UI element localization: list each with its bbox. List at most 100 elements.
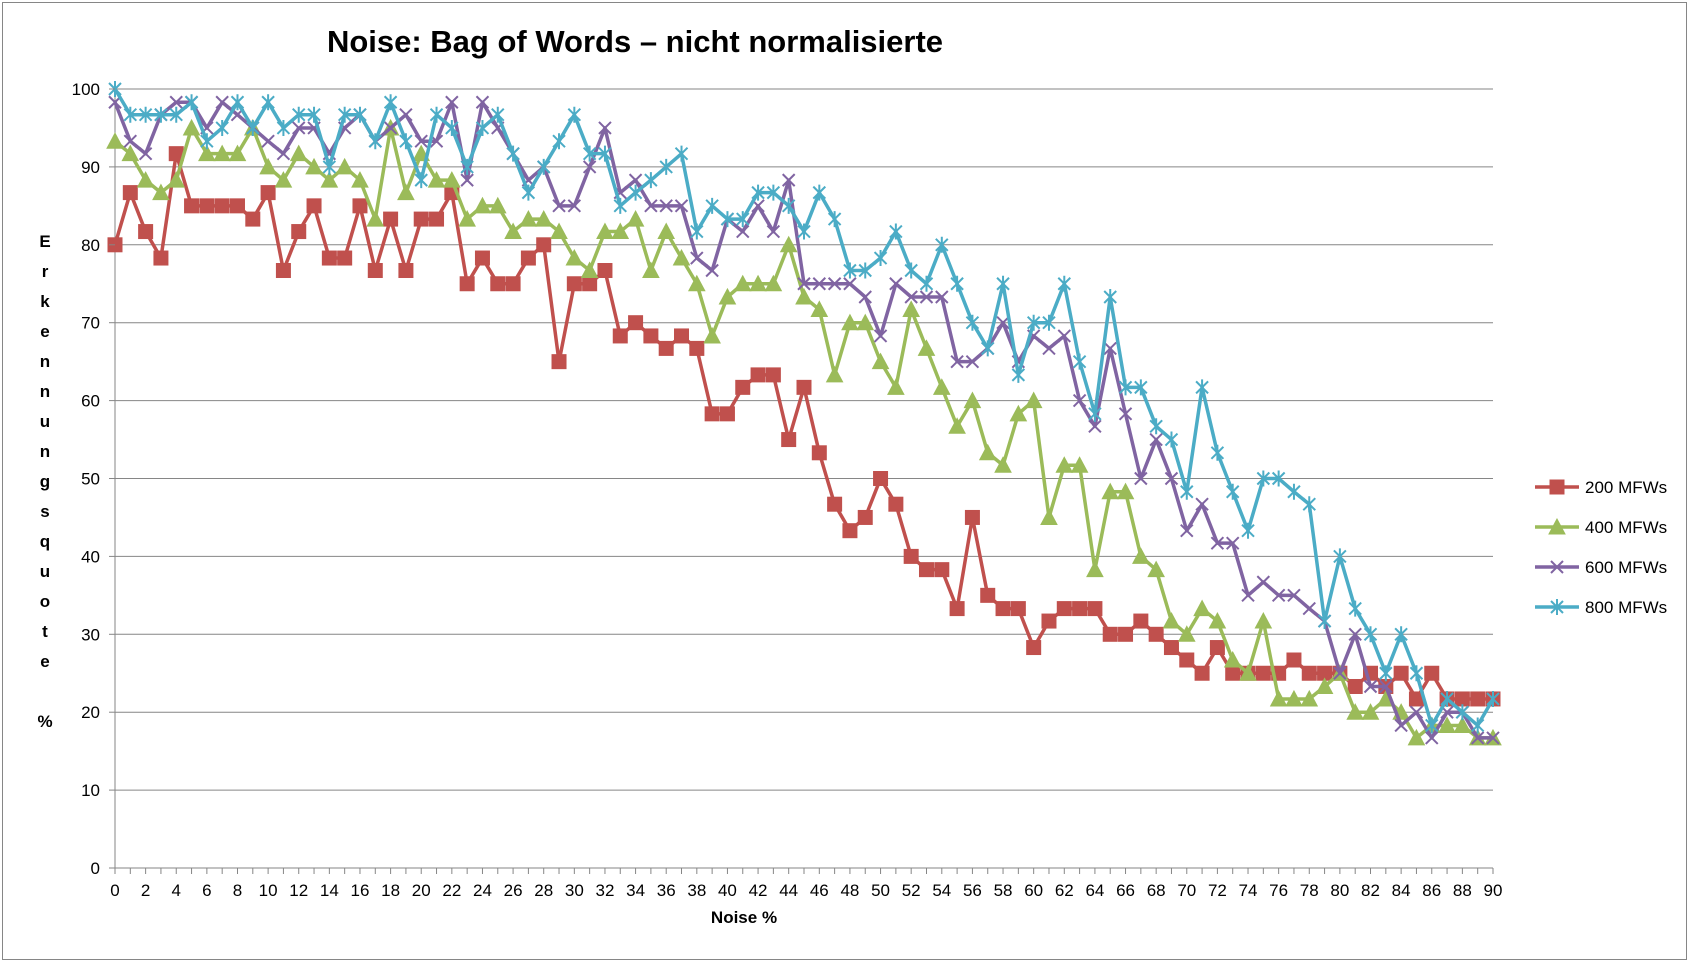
series-600-mfws-marker [659,199,673,213]
series-400-mfws-marker [841,313,859,331]
series-200-mfws-marker [1041,613,1057,629]
series-800-mfws-marker [521,184,536,201]
y-tick-label: 30 [81,625,100,644]
series-800-mfws-marker [981,340,995,357]
legend-400-mfws-marker [1548,517,1566,535]
series-400-mfws-marker [228,144,247,162]
series-800-mfws-marker [889,223,903,240]
series-400-mfws-marker [274,171,293,188]
chart-title: Noise: Bag of Words – nicht normalisiert… [327,24,943,59]
series-600-mfws-marker [1042,341,1056,356]
series-400-mfws-marker [259,157,277,175]
x-tick-label: 56 [963,881,982,900]
series-200-mfws-marker [1148,626,1164,642]
series-800-mfws-marker [1470,717,1485,734]
series-400-mfws-marker [152,183,170,201]
y-tick-label: 10 [81,781,100,800]
series-400-mfws-marker [305,157,323,175]
series-200-mfws-marker [1194,665,1210,681]
x-tick-label: 22 [442,881,461,900]
series-400-mfws-marker [1361,703,1380,720]
series-200-mfws-marker [750,367,766,383]
series-800-mfws-marker [1302,496,1316,513]
series-800-mfws-marker [1317,613,1332,630]
series-800-mfws-marker [950,275,964,292]
y-axis-label-char: s [40,502,49,521]
series-400-mfws-marker [427,171,446,188]
series-800-mfws [108,81,1500,734]
series-600-mfws-marker [399,107,413,122]
series-200-mfws-marker [1102,626,1118,642]
series-400-mfws-marker [932,378,951,395]
series-800-mfws-marker [1103,288,1117,305]
series-400-mfws-marker [917,339,936,356]
series-600-mfws [108,95,1500,745]
series-400-mfws-marker [351,171,369,188]
series-600-mfws-marker [1486,731,1500,745]
x-tick-label: 76 [1269,881,1288,900]
series-800-mfws-marker [996,275,1010,292]
series-800-mfws-marker [843,262,857,279]
series-200-mfws-marker [643,328,659,344]
series-600-mfws-marker [690,251,704,265]
series-200-mfws-marker [1347,678,1363,694]
series-800-mfws-marker [797,223,811,240]
y-axis-label-char: k [40,292,50,311]
y-tick-label: 60 [81,392,100,411]
series-800-mfws-marker [1057,275,1071,292]
y-axis-label-char: u [40,562,50,581]
series-600-mfws-marker [552,199,566,213]
series-800-mfws-marker [659,158,673,175]
series-800-mfws-marker [1333,548,1347,565]
series-800-mfws-marker [246,119,260,136]
series-800-mfws-marker [1363,626,1378,643]
series-800-mfws-marker [1256,470,1271,487]
y-tick-label: 0 [91,859,100,878]
series-200-mfws-marker [597,263,613,279]
series-800-mfws-marker [1409,665,1424,682]
series-400-mfws-marker [1132,547,1150,564]
series-800-mfws-marker [1226,483,1240,500]
x-tick-label: 42 [749,881,768,900]
series-600-mfws-marker [1195,497,1209,511]
series-800-mfws-marker [720,211,735,228]
series-800-mfws-marker [184,94,199,111]
series-600-mfws-marker [215,95,229,109]
y-axis-label-char: u [40,412,50,431]
series-800-mfws-marker [1425,717,1439,734]
y-axis-label-char: o [40,592,50,611]
series-800-mfws-marker [460,158,474,175]
x-tick-label: 6 [202,881,211,900]
series-800-mfws-marker [169,106,183,123]
series-800-mfws-marker [537,158,551,175]
series-400-mfws-marker [749,274,767,292]
series-800-mfws-marker [812,184,827,201]
series-400-mfws-marker [596,222,614,240]
y-axis-label-char: n [40,382,50,401]
series-400-mfws-marker [1055,456,1074,473]
legend-400-mfws-label: 400 MFWs [1585,518,1667,537]
series-200-mfws-marker [903,548,919,564]
series-200-mfws-marker [719,406,735,422]
x-tick-label: 52 [902,881,921,900]
series-600-mfws-marker [261,134,275,148]
series-800-mfws-marker [1210,444,1225,461]
series-600-mfws-marker [1241,588,1255,603]
x-axis-label: Noise % [711,908,777,927]
series-800-mfws-marker [1088,405,1102,422]
series-800-mfws-marker [230,94,245,111]
legend-200-mfws-label: 200 MFWs [1585,478,1667,497]
series-600-mfws-marker [950,354,964,369]
x-tick-label: 20 [412,881,431,900]
y-axis-label-char: t [42,622,48,641]
series-400-mfws-marker [1009,404,1028,422]
series-800-mfws-marker [858,262,872,279]
series-600-mfws-marker [1088,419,1102,434]
series-400-mfws-marker [289,144,308,162]
series-400-mfws-marker [1177,625,1196,642]
series-800-mfws-marker [292,106,306,123]
series-800-mfws-marker [674,145,689,162]
y-axis-label-char: n [40,442,50,461]
series-400-mfws-marker [1346,703,1365,720]
x-tick-label: 68 [1147,881,1166,900]
